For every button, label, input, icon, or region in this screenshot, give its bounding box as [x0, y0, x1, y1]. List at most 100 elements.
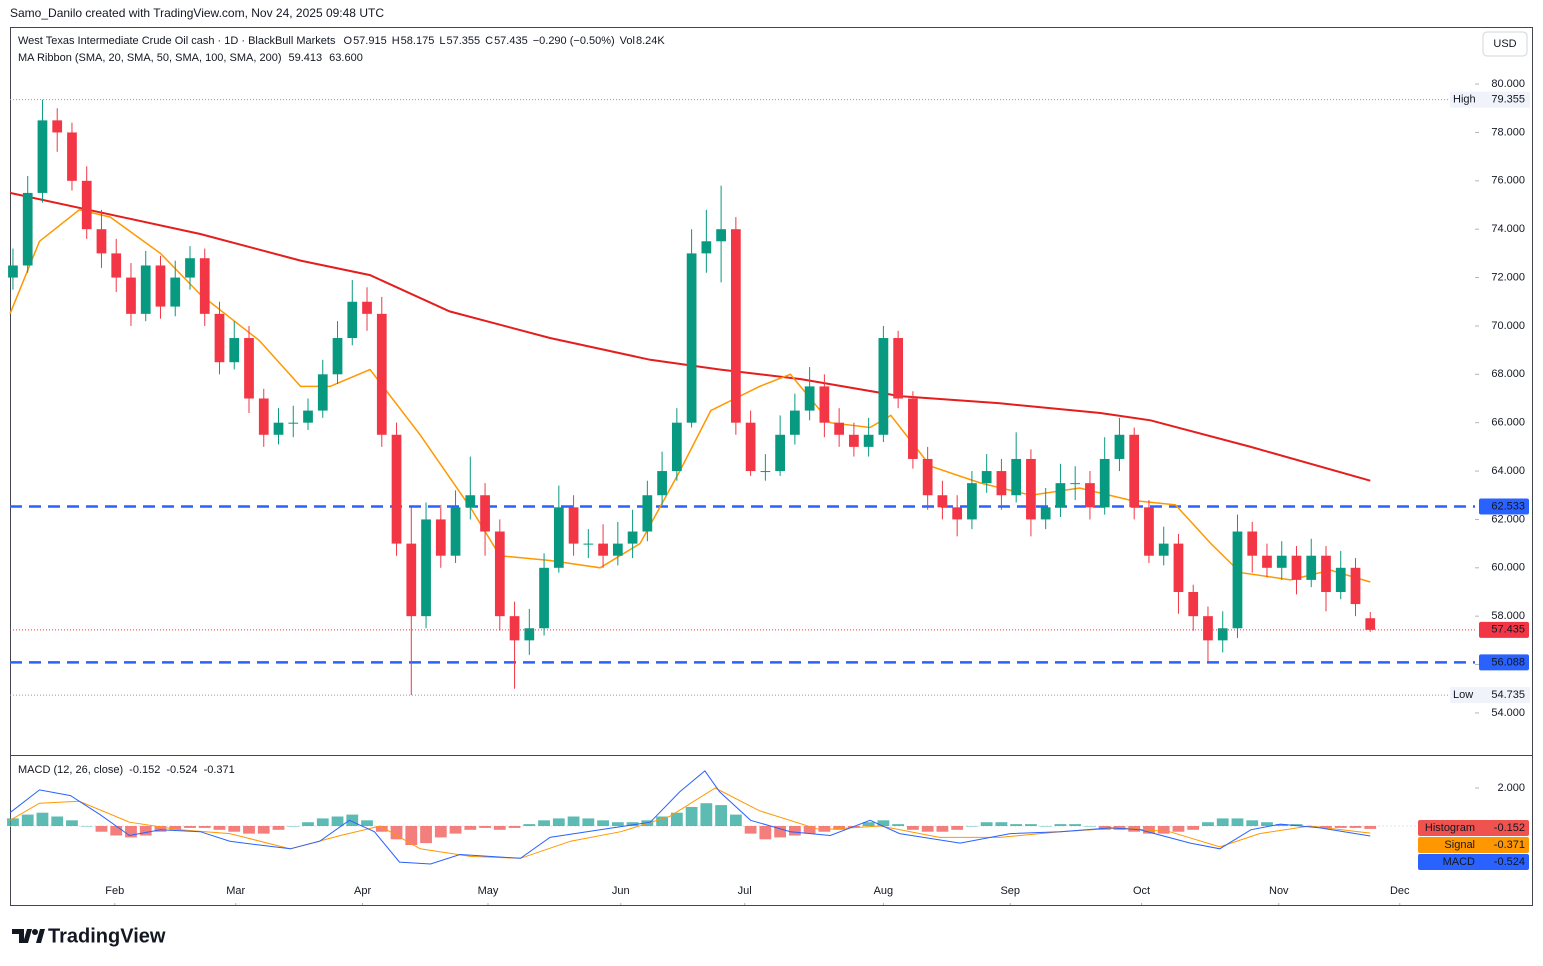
histogram-bar	[759, 826, 772, 840]
histogram-bar	[95, 826, 108, 832]
candle-body	[996, 471, 1007, 496]
y-tick-label: 2.000	[1497, 782, 1525, 794]
extreme-value: 79.355	[1491, 94, 1525, 106]
histogram-bar	[243, 826, 255, 834]
candle-body	[863, 434, 874, 447]
histogram-bar	[597, 820, 609, 827]
histogram-bar	[582, 818, 595, 827]
candle-body	[332, 338, 343, 375]
candle-body	[185, 258, 195, 278]
candle-body	[170, 277, 181, 307]
histogram-bar	[670, 812, 683, 827]
candle-body	[421, 519, 431, 617]
histogram-bar	[390, 826, 403, 840]
histogram-bar	[36, 812, 49, 827]
histogram-bar	[1172, 826, 1185, 832]
candle-body	[1291, 555, 1302, 580]
moving-average	[9, 191, 1371, 482]
candle-body	[701, 241, 712, 254]
histogram-bar	[626, 822, 639, 827]
candle-body	[1026, 458, 1036, 520]
histogram-bar	[184, 826, 196, 828]
candle-body	[67, 132, 77, 181]
candle-body	[981, 471, 992, 484]
currency[interactable]: USD	[1493, 38, 1516, 50]
ribbon-value: 63.600	[329, 52, 363, 64]
last-price-box	[1479, 621, 1529, 638]
candle-body	[1247, 531, 1258, 556]
y-tick-label: 68.000	[1491, 368, 1525, 380]
candle-body	[908, 398, 918, 459]
ohlc-value: 57.435	[494, 35, 528, 47]
candle-body	[1173, 543, 1184, 592]
axis-badge-value: -0.152	[1494, 822, 1525, 834]
histogram-bar	[980, 822, 993, 827]
histogram-bar	[788, 826, 801, 836]
ohlc-value: 57.915	[353, 35, 387, 47]
candle-body	[155, 265, 166, 307]
candle-body	[244, 338, 254, 399]
y-tick-label: 74.000	[1491, 223, 1525, 235]
histogram-bar	[361, 820, 373, 827]
candle-body	[258, 398, 269, 435]
histogram-bar	[51, 816, 64, 827]
axis-badge-name: Signal	[1444, 839, 1475, 851]
candle-body	[671, 422, 682, 472]
histogram-bar	[302, 822, 314, 827]
histogram-bar	[464, 826, 477, 830]
axis-badge	[1418, 854, 1529, 870]
ohlc-label: H	[392, 35, 400, 47]
candle-body	[347, 301, 358, 339]
candle-body	[627, 531, 638, 544]
axis-badge-value: -0.371	[1494, 839, 1525, 851]
currency-button[interactable]	[1482, 31, 1528, 57]
y-tick-label: 70.000	[1491, 320, 1525, 332]
ohlc-value: 58.175	[401, 35, 435, 47]
candle-body	[775, 434, 785, 472]
legend-value: -0.371	[204, 764, 235, 776]
candle-body	[199, 258, 210, 314]
histogram-bar	[892, 824, 905, 827]
histogram-bar	[1275, 824, 1288, 827]
histogram-bar	[1320, 826, 1332, 828]
candle-body	[1114, 434, 1125, 459]
extreme-box	[1450, 687, 1530, 704]
candle-body	[111, 253, 122, 278]
histogram-bar	[272, 826, 285, 830]
histogram-bar	[346, 814, 359, 827]
brand-logo	[12, 929, 45, 943]
histogram-bar	[1202, 822, 1214, 827]
histogram-bar	[803, 826, 816, 834]
ohlc-label: L	[439, 35, 445, 47]
candle-body	[406, 543, 417, 617]
histogram-bar	[951, 826, 964, 830]
x-tick-label: Jul	[738, 885, 752, 897]
candle-body	[1055, 483, 1066, 508]
candle-body	[1203, 616, 1213, 641]
macd-title: MACD (12, 26, close)	[18, 764, 123, 776]
histogram-bar	[125, 826, 137, 838]
histogram-bar	[656, 816, 668, 827]
histogram-bar	[1025, 824, 1037, 827]
candle-body	[598, 543, 608, 556]
histogram-bar	[995, 822, 1008, 827]
histogram-bar	[331, 816, 344, 827]
candle-body	[583, 543, 594, 545]
candle-body	[952, 507, 963, 520]
histogram-bar	[449, 826, 462, 834]
change: −0.290 (−0.50%)	[533, 35, 615, 47]
candle-body	[1306, 555, 1317, 580]
histogram-bar	[1246, 820, 1259, 827]
x-tick-label: Apr	[354, 885, 371, 897]
y-tick-label: 62.000	[1491, 513, 1525, 525]
candle-body	[81, 180, 92, 230]
candle-body	[509, 616, 520, 641]
x-tick-label: Nov	[1269, 885, 1289, 897]
candle-body	[760, 471, 771, 473]
axis-badge-name: Histogram	[1425, 822, 1475, 834]
histogram-bar	[685, 806, 698, 827]
axis-badge-name: MACD	[1443, 856, 1475, 868]
candle-body	[288, 422, 299, 424]
candle-body	[1365, 618, 1376, 630]
